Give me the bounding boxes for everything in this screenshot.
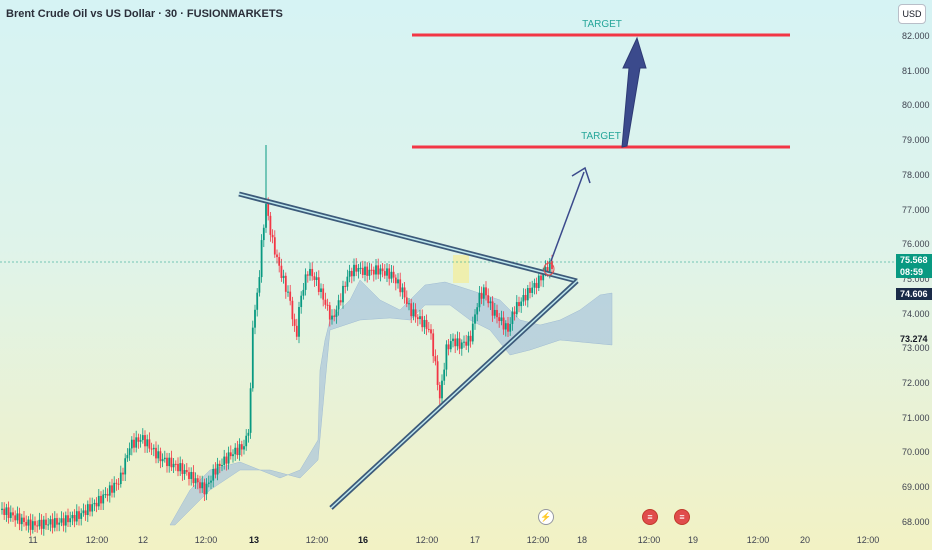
level-badge-1: 74.606 <box>896 288 932 300</box>
time-tick: 12:00 <box>856 535 880 545</box>
us-flag-icon[interactable]: ≡ <box>674 509 690 525</box>
time-tick: 16 <box>357 535 369 545</box>
time-tick: 12:00 <box>415 535 439 545</box>
time-tick: 12:00 <box>194 535 218 545</box>
time-tick: 18 <box>576 535 588 545</box>
target-label-lower: TARGET <box>581 131 621 142</box>
price-tick: 71.000 <box>902 412 930 423</box>
price-tick: 70.000 <box>902 447 930 458</box>
target-arrow-large[interactable] <box>621 36 647 148</box>
bar-countdown-badge: 08:59 <box>896 266 932 278</box>
time-tick: 12:00 <box>85 535 109 545</box>
price-tick: 72.000 <box>902 378 930 388</box>
level-badge-2: 73.274 <box>900 334 928 344</box>
price-tick: 81.000 <box>902 65 930 76</box>
currency-button[interactable]: USD <box>898 4 926 24</box>
breakout-circle <box>543 262 555 276</box>
price-tick: 69.000 <box>902 482 930 493</box>
time-tick: 19 <box>687 535 699 545</box>
price-tick: 77.000 <box>902 204 930 215</box>
price-tick: 73.000 <box>902 343 930 354</box>
price-tick: 78.000 <box>902 169 930 180</box>
time-tick: 12 <box>137 535 149 545</box>
price-tick: 82.000 <box>902 31 930 41</box>
time-tick: 12:00 <box>526 535 550 545</box>
breakout-arrow-small[interactable] <box>550 166 591 262</box>
time-tick: 17 <box>469 535 481 545</box>
lightning-icon[interactable]: ⚡ <box>538 509 554 525</box>
current-price-badge: 75.568 <box>896 254 932 266</box>
time-tick: 12:00 <box>305 535 329 545</box>
ichimoku-cloud <box>169 255 613 526</box>
price-tick: 79.000 <box>902 135 930 146</box>
us-flag-icon[interactable]: ≡ <box>642 509 658 525</box>
price-tick: 76.000 <box>902 239 930 250</box>
target-label-upper: TARGET <box>582 19 622 30</box>
symbol-title[interactable]: Brent Crude Oil vs US Dollar · 30 · FUSI… <box>6 8 283 20</box>
time-tick: 13 <box>248 535 260 545</box>
price-tick: 74.000 <box>902 308 930 319</box>
time-tick: 12:00 <box>637 535 661 545</box>
price-tick: 80.000 <box>902 100 930 111</box>
price-tick: 68.000 <box>902 516 930 527</box>
triangle-upper-trendline-inner <box>238 193 578 282</box>
price-tick: 75.000 <box>902 273 930 284</box>
time-tick: 20 <box>799 535 811 545</box>
time-tick: 12:00 <box>746 535 770 545</box>
triangle-lower-trendline-inner <box>330 280 578 509</box>
time-tick: 11 <box>28 535 38 545</box>
